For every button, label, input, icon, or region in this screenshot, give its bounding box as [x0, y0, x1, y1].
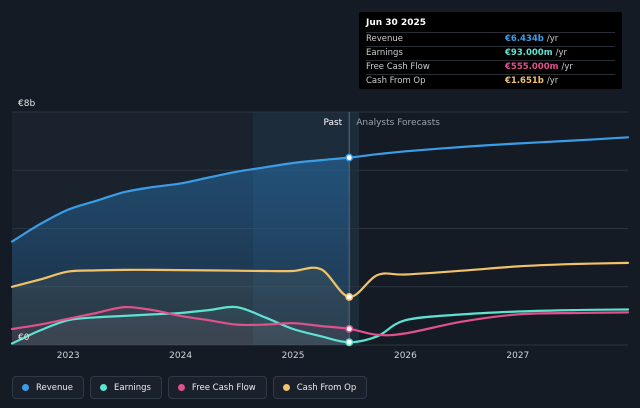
- cfo-line: [10, 261, 630, 298]
- fcf-line: [10, 305, 630, 337]
- earnings-marker: [345, 338, 354, 347]
- legend-dot-icon: [100, 384, 108, 391]
- cfo-marker: [345, 292, 354, 301]
- tooltip-value: €6.434b: [505, 34, 544, 44]
- legend-item-free-cash-flow[interactable]: Free Cash Flow: [167, 376, 267, 399]
- tooltip-unit: /yr: [555, 48, 567, 58]
- x-tick-label: 2027: [506, 351, 529, 361]
- legend-item-revenue[interactable]: Revenue: [12, 376, 85, 399]
- revenue-line: [10, 136, 630, 243]
- tooltip-value: €1.651b: [505, 76, 544, 86]
- x-tick-label: 2025: [282, 351, 305, 361]
- y-axis-min-label: €0: [18, 333, 30, 343]
- legend-label: Free Cash Flow: [191, 382, 256, 393]
- tooltip-value: €93.000m: [505, 48, 553, 58]
- tooltip-unit: /yr: [561, 62, 573, 72]
- revenue-marker: [345, 153, 354, 162]
- tooltip-unit: /yr: [546, 34, 559, 44]
- tooltip-label: Cash From Op: [366, 76, 426, 86]
- legend-dot-icon: [177, 384, 185, 391]
- earnings-line: [10, 305, 630, 345]
- forecast-label: Analysts Forecasts: [356, 118, 440, 128]
- tooltip-unit: /yr: [546, 76, 559, 86]
- legend-label: Earnings: [114, 382, 151, 393]
- tooltip-row-cash-from-op: Cash From Op €1.651b /yr: [366, 74, 615, 88]
- legend: Revenue Earnings Free Cash Flow Cash Fro…: [12, 376, 368, 399]
- legend-dot-icon: [282, 384, 290, 391]
- tooltip-label: Free Cash Flow: [366, 62, 430, 72]
- legend-item-cash-from-op[interactable]: Cash From Op: [272, 376, 368, 399]
- x-tick-label: 2024: [169, 351, 192, 361]
- revenue-area: [12, 157, 350, 345]
- legend-item-earnings[interactable]: Earnings: [90, 376, 162, 399]
- cfo-area: [12, 267, 350, 345]
- past-label: Past: [323, 118, 342, 128]
- y-axis-max-label: €8b: [18, 99, 35, 109]
- tooltip-row-revenue: Revenue €6.434b /yr: [366, 32, 615, 46]
- tooltip-date: Jun 30 2025: [366, 18, 427, 28]
- legend-dot-icon: [22, 384, 29, 391]
- legend-label: Revenue: [36, 382, 74, 393]
- tooltip-value: €555.000m: [505, 62, 559, 72]
- earnings-area: [12, 306, 350, 345]
- tooltip: Jun 30 2025 Revenue €6.434b /yr Earnings…: [359, 12, 622, 89]
- fcf-marker: [345, 324, 354, 333]
- x-tick-label: 2026: [394, 351, 417, 361]
- tooltip-label: Earnings: [366, 48, 403, 58]
- legend-label: Cash From Op: [296, 382, 357, 393]
- x-tick-label: 2023: [57, 351, 80, 361]
- tooltip-row-earnings: Earnings €93.000m /yr: [366, 46, 615, 60]
- tooltip-row-free-cash-flow: Free Cash Flow €555.000m /yr: [366, 60, 615, 74]
- tooltip-label: Revenue: [366, 34, 404, 44]
